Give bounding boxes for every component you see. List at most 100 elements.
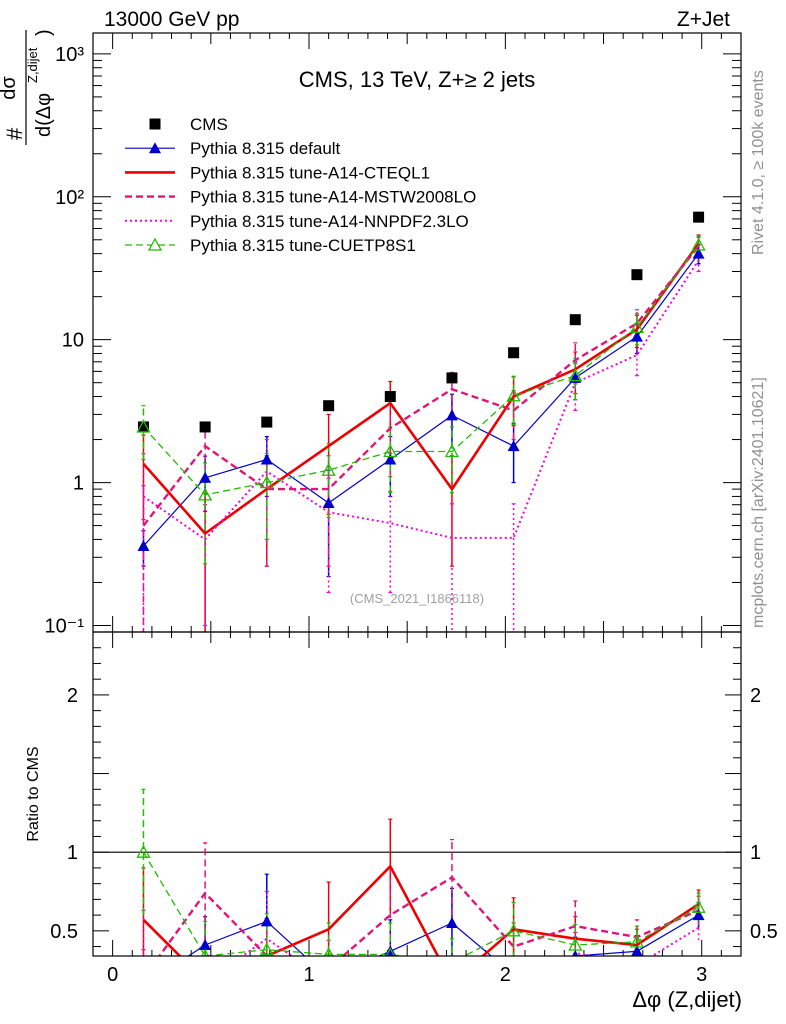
cms-data-point: [631, 269, 643, 281]
legend: CMS Pythia 8.315 default Pythia 8.315 tune…: [125, 115, 476, 255]
legend-label-pythia-8-315-tune-a14-nnpdf2-3lo: Pythia 8.315 tune-A14-NNPDF2.3LO: [190, 212, 469, 231]
ratio-point-pythia-8-315-default: [445, 916, 458, 928]
main-line-pythia-8-315-tune-a14-nnpdf2-3lo: [142, 259, 700, 541]
main-point-pythia-8-315-tune-cuetp8s1: [136, 419, 151, 433]
ylabel-den: d(Δφ: [33, 93, 55, 137]
ratio-point-pythia-8-315-default: [260, 915, 273, 927]
main-point-pythia-8-315-default: [445, 409, 458, 421]
ratio-error-bars: [141, 788, 701, 956]
ratio-point-pythia-8-315-tune-cuetp8s1: [691, 899, 706, 913]
ylabel-hash: #: [2, 127, 27, 140]
main-ytick-label: 1: [73, 473, 84, 495]
ratio-line-pythia-8-315-tune-cuetp8s1: [142, 851, 699, 956]
main-point-pythia-8-315-tune-cuetp8s1: [444, 444, 460, 458]
header-right: Z+Jet: [677, 8, 730, 31]
ratio-ylabel: Ratio to CMS: [25, 746, 42, 841]
ratio-point-pythia-8-315-default: [137, 980, 149, 991]
main-axis-ticks: 10⁻¹ 1 10 10² 10³: [45, 33, 741, 637]
mcplots-label: mcplots.cern.ch [arXiv:2401.10621]: [750, 377, 767, 628]
main-point-pythia-8-315-tune-cuetp8s1: [691, 237, 706, 251]
main-markers: [136, 211, 706, 551]
ylabel-sup: Z,dijet: [25, 47, 40, 83]
chart-title: CMS, 13 TeV, Z+≥ 2 jets: [299, 67, 535, 92]
main-point-pythia-8-315-default: [507, 440, 520, 452]
cms-data-point: [446, 372, 458, 384]
main-point-pythia-8-315-tune-cuetp8s1: [321, 462, 336, 476]
ratio-line-pythia-8-315-tune-a14-mstw2008lo: [157, 876, 700, 956]
ratio-point-pythia-8-315-default: [571, 950, 579, 956]
main-series-lines: [142, 242, 700, 547]
legend-label-cms: CMS: [190, 115, 228, 134]
ratio-point-pythia-8-315-tune-cuetp8s1: [323, 947, 334, 956]
ratio-frame: [92, 631, 742, 957]
ratio-point-pythia-8-315-tune-cuetp8s1: [136, 844, 151, 858]
ratio-point-pythia-8-315-tune-cuetp8s1: [385, 947, 396, 956]
ratio-point-pythia-8-315-default: [323, 972, 335, 983]
main-line-pythia-8-315-tune-cuetp8s1: [143, 244, 700, 496]
main-point-pythia-8-315-tune-cuetp8s1: [629, 319, 645, 333]
ratio-markers: [136, 844, 706, 991]
ratio-point-pythia-8-315-default: [631, 945, 643, 956]
cms-data-point: [693, 211, 705, 223]
ratio-point-pythia-8-315-tune-cuetp8s1: [629, 934, 645, 948]
ratio-point-pythia-8-315-default: [692, 909, 705, 921]
ratio-xtick-label: 1: [303, 964, 314, 986]
x-axis-label: Δφ (Z,dijet): [632, 987, 742, 1012]
main-point-pythia-8-315-default: [137, 539, 150, 551]
main-point-pythia-8-315-default: [630, 330, 643, 342]
main-point-pythia-8-315-default: [260, 453, 273, 465]
ratio-point-pythia-8-315-tune-cuetp8s1: [259, 942, 274, 956]
legend-label-pythia-8-315-tune-a14-mstw2008lo: Pythia 8.315 tune-A14-MSTW2008LO: [190, 188, 476, 207]
main-point-pythia-8-315-default: [322, 496, 335, 508]
ratio-xtick-label: 0: [107, 964, 118, 986]
cms-data-point: [569, 314, 581, 326]
main-point-pythia-8-315-tune-cuetp8s1: [259, 475, 274, 489]
ratio-ytick-label-left: 1: [67, 842, 78, 864]
main-ytick-label: 10²: [55, 187, 84, 209]
cms-data-point: [261, 416, 273, 428]
main-ytick-label: 10: [62, 330, 84, 352]
ratio-xtick-label: 3: [696, 964, 707, 986]
main-ytick-label: 10³: [55, 44, 84, 66]
ratio-point-pythia-8-315-tune-cuetp8s1: [568, 937, 583, 951]
main-line-pythia-8-315-tune-a14-mstw2008lo: [142, 245, 700, 527]
ratio-point-pythia-8-315-tune-cuetp8s1: [506, 923, 521, 937]
main-point-pythia-8-315-tune-cuetp8s1: [568, 368, 583, 382]
main-ylabel: # dσ d(Δφ Z,dijet ): [0, 29, 55, 145]
ratio-ytick-label-right: 0.5: [750, 921, 778, 943]
analysis-watermark: (CMS_2021_I1866118): [350, 591, 484, 606]
main-point-pythia-8-315-default: [199, 471, 212, 483]
ratio-point-pythia-8-315-default: [199, 938, 212, 950]
legend-label-pythia-8-315-tune-a14-cteql1: Pythia 8.315 tune-A14-CTEQL1: [190, 163, 430, 182]
ratio-ytick-label-right: 1: [750, 842, 761, 864]
ratio-ytick-label-left: 2: [67, 685, 78, 707]
legend-marker-pythia-8-315-default: [149, 142, 161, 154]
main-point-pythia-8-315-tune-cuetp8s1: [383, 444, 398, 458]
cms-data-point: [199, 421, 211, 433]
ylabel-num: dσ: [0, 76, 20, 100]
legend-label-pythia-8-315-default: Pythia 8.315 default: [190, 139, 341, 158]
main-point-pythia-8-315-default: [384, 453, 397, 465]
main-line-pythia-8-315-tune-a14-cteql1: [142, 242, 700, 535]
legend-marker-cms: [149, 118, 161, 130]
ratio-series-lines: [142, 851, 700, 956]
cms-data-point: [137, 421, 149, 433]
main-error-bars: [141, 234, 701, 632]
ratio-line-pythia-8-315-tune-a14-cteql1: [142, 864, 700, 956]
ratio-xtick-label: 2: [500, 964, 511, 986]
main-line-pythia-8-315-default: [143, 253, 700, 547]
main-ytick-label: 10⁻¹: [45, 615, 85, 637]
header-left: 13000 GeV pp: [104, 8, 239, 31]
ratio-line-pythia-8-315-default: [187, 914, 699, 956]
ratio-point-pythia-8-315-default: [384, 945, 397, 956]
ratio-ytick-label-left: 0.5: [50, 921, 78, 943]
main-point-pythia-8-315-tune-cuetp8s1: [506, 388, 521, 402]
ylabel-close: ): [33, 29, 55, 36]
main-point-pythia-8-315-default: [692, 247, 705, 259]
legend-label-pythia-8-315-tune-cuetp8s1: Pythia 8.315 tune-CUETP8S1: [190, 236, 416, 255]
ratio-point-pythia-8-315-tune-cuetp8s1: [451, 954, 453, 956]
ratio-ytick-label-right: 2: [750, 685, 761, 707]
cms-data-point: [384, 391, 396, 403]
cms-data-point: [508, 347, 520, 359]
